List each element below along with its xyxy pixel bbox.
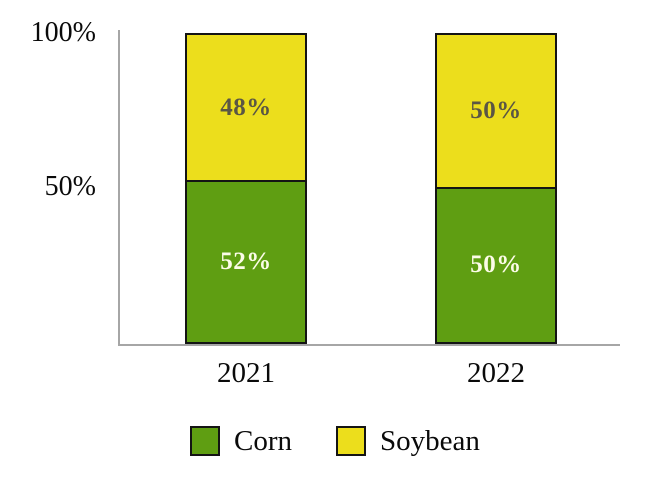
x-axis-tick-2022: 2022 [467,357,525,389]
legend-item-corn: Corn [190,426,292,456]
legend-swatch-soybean [336,426,366,456]
data-label-corn-2021: 52% [220,248,272,276]
legend-item-soybean: Soybean [336,426,480,456]
y-axis-tick-100: 100% [30,17,96,48]
segment-corn-2021: 52% [185,182,307,344]
segment-corn-2022: 50% [435,188,557,344]
legend: Corn Soybean [190,426,480,456]
data-label-soybean-2021: 48% [220,93,272,121]
bar-2022: 50% 50% [435,33,557,344]
x-axis-tick-2021: 2021 [217,357,275,389]
legend-label-corn: Corn [234,425,292,457]
segment-soybean-2022: 50% [435,33,557,189]
y-axis-tick-50: 50% [44,171,96,202]
data-label-corn-2022: 50% [470,251,522,279]
x-axis-line [118,344,620,346]
data-label-soybean-2022: 50% [470,96,522,124]
legend-label-soybean: Soybean [380,425,480,457]
segment-soybean-2021: 48% [185,33,307,183]
y-axis-line [118,30,120,346]
bar-2021: 48% 52% [185,33,307,344]
legend-swatch-corn [190,426,220,456]
